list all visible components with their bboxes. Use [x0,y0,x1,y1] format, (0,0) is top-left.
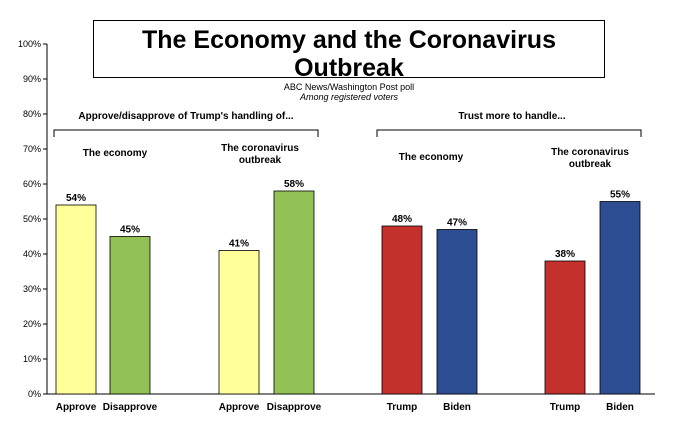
title-box: The Economy and the Coronavirus Outbreak… [93,20,605,102]
bar-value-label: 38% [555,249,575,260]
category-label: Approve [56,402,97,413]
y-tick-label: 10% [23,354,41,364]
y-tick-label: 90% [23,74,41,84]
y-tick-label: 20% [23,319,41,329]
bar-trump [381,225,423,395]
bar-value-label: 41% [229,239,249,250]
bar-value-label: 54% [66,193,86,204]
category-label: Biden [443,402,471,413]
y-tick-label: 50% [23,214,41,224]
group-label: The economy [399,152,464,163]
chart-title: The Economy and the Coronavirus Outbreak [142,26,556,82]
category-label: Disapprove [267,402,322,413]
bar-disapprove [273,190,315,395]
bar-value-label: 45% [120,225,140,236]
y-tick-label: 80% [23,109,41,119]
category-label: Approve [219,402,260,413]
category-label: Biden [606,402,634,413]
category-label: Trump [550,402,581,413]
bar-biden [599,201,641,395]
section-bracket [376,129,642,137]
bar-approve [55,204,97,395]
category-label: Trump [387,402,418,413]
chart-subtitle: ABC News/Washington Post poll [283,82,415,92]
y-tick-label: 40% [23,249,41,259]
section-label: Approve/disapprove of Trump's handling o… [78,111,293,122]
y-tick-label: 60% [23,179,41,189]
bar-trump [544,260,586,395]
group-label: The coronavirus outbreak [551,147,629,170]
bar-disapprove [109,236,151,395]
y-tick-label: 100% [18,39,41,49]
y-tick-label: 0% [28,389,41,399]
category-label: Disapprove [103,402,158,413]
chart-labels: 54% Approve 45% Disapprove 41% Approve 58% Disa… [56,143,634,413]
bar-biden [436,229,478,395]
bar-approve [218,250,260,395]
group-label: The economy [83,148,148,159]
section-bracket [53,129,319,137]
bar-value-label: 48% [392,214,412,225]
group-label: The coronavirus outbreak [221,143,299,166]
y-tick-label: 30% [23,284,41,294]
bar-series [55,190,641,395]
chart-subtitle-sample: Among registered voters [299,92,399,102]
section-brackets: Approve/disapprove of Trump's handling o… [53,111,642,137]
y-tick-label: 70% [23,144,41,154]
section-label: Trust more to handle... [458,111,565,122]
bar-value-label: 58% [284,179,304,190]
bar-value-label: 47% [447,218,467,229]
bar-value-label: 55% [610,190,630,201]
